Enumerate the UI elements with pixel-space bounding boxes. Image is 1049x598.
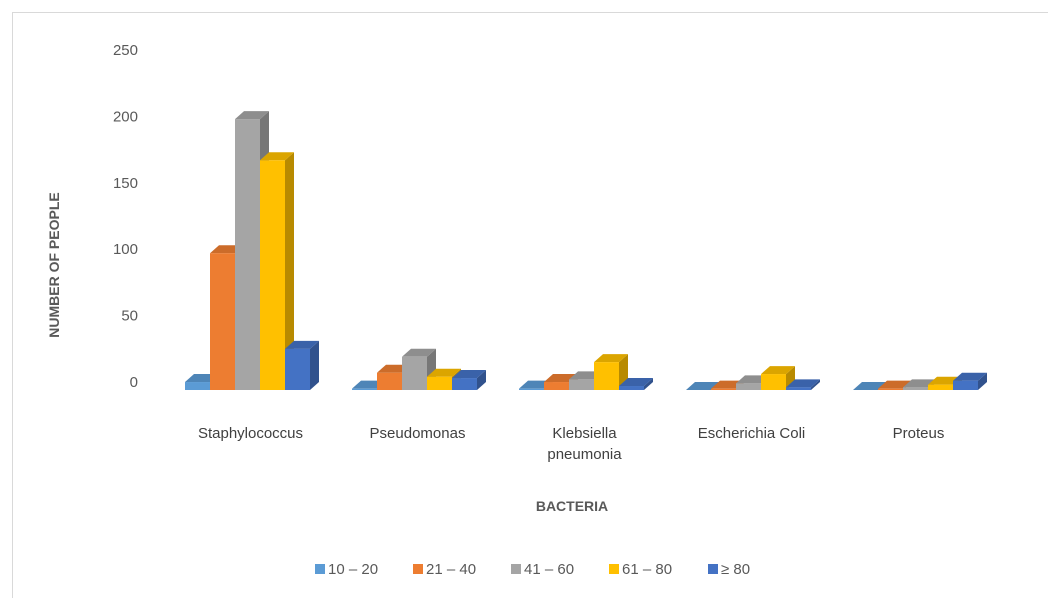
y-tick-label: 0: [130, 374, 138, 391]
bar-top: [594, 354, 628, 363]
chart-frame: [12, 12, 1048, 598]
bar-top: [953, 372, 987, 381]
bar-side: [310, 340, 319, 390]
bar-front: [953, 380, 978, 390]
legend-label: 10 – 20: [328, 561, 378, 578]
bar-side: [285, 152, 294, 390]
bar-front: [402, 356, 427, 390]
bar-top: [619, 378, 653, 387]
bar-front: [878, 388, 903, 390]
category-label: Klebsiella pneumonia: [547, 425, 622, 463]
legend-item: 41 – 60: [511, 561, 574, 578]
bar-front: [260, 160, 285, 390]
bar-top: [452, 370, 486, 379]
bar: [619, 378, 653, 390]
bar-top: [853, 382, 887, 390]
bar: [853, 382, 887, 390]
bar-series: [185, 111, 987, 390]
y-tick-label: 50: [121, 308, 138, 325]
bar-front: [285, 348, 310, 390]
category-label: Pseudomonas: [370, 425, 466, 442]
bar-top: [402, 348, 436, 357]
legend-label: 61 – 80: [622, 561, 672, 578]
bar-front: [594, 362, 619, 390]
category-label: Escherichia Coli: [698, 425, 806, 442]
bar-top: [260, 152, 294, 161]
legend-item: 21 – 40: [413, 561, 476, 578]
bar: [594, 354, 628, 390]
bar-front: [377, 372, 402, 390]
bar-front: [786, 387, 811, 390]
x-axis-categories: Staphylococcus Pseudomonas Klebsiella pneum…: [198, 425, 944, 463]
bar-front: [352, 388, 377, 390]
legend-item: 61 – 80: [609, 561, 672, 578]
bar-front: [235, 119, 260, 390]
y-tick-label: 150: [113, 175, 138, 192]
y-tick-label: 100: [113, 241, 138, 258]
bar-front: [427, 376, 452, 390]
legend-swatch: [413, 564, 423, 574]
bar-front: [519, 388, 544, 390]
y-axis-ticks: 0 50 100 150 200 250: [113, 42, 138, 391]
bar-top: [786, 379, 820, 388]
bar: [786, 379, 820, 390]
x-axis-title: BACTERIA: [536, 498, 608, 514]
bar: [686, 382, 720, 390]
category-label: Proteus: [893, 425, 945, 442]
bar-front: [928, 384, 953, 390]
bar: [452, 370, 486, 390]
bar-side: [644, 378, 653, 390]
bar: [761, 366, 795, 390]
bar: [285, 340, 319, 390]
legend-item: 10 – 20: [315, 561, 378, 578]
y-axis-title: NUMBER OF PEOPLE: [46, 192, 62, 337]
bar-front: [903, 387, 928, 390]
legend-swatch: [315, 564, 325, 574]
bar-side: [978, 372, 987, 390]
legend-swatch: [708, 564, 718, 574]
y-tick-label: 200: [113, 108, 138, 125]
legend-label: ≥ 80: [721, 561, 750, 578]
legend: 10 – 20 21 – 40 41 – 60 61 – 80 ≥ 80: [315, 561, 750, 578]
legend-swatch: [511, 564, 521, 574]
legend-swatch: [609, 564, 619, 574]
bar-front: [761, 374, 786, 390]
legend-label: 41 – 60: [524, 561, 574, 578]
bar-front: [185, 382, 210, 390]
bar-top: [686, 382, 720, 390]
bar-front: [619, 386, 644, 390]
bar-front: [711, 388, 736, 390]
bar-front: [452, 378, 477, 390]
bar-front: [210, 253, 235, 390]
category-label: Staphylococcus: [198, 425, 303, 442]
bar-side: [477, 370, 486, 390]
legend-label: 21 – 40: [426, 561, 476, 578]
y-tick-label: 250: [113, 42, 138, 59]
bar-top: [878, 380, 912, 389]
bar-top: [285, 340, 319, 349]
bar-top: [235, 111, 269, 120]
bar-side: [811, 379, 820, 390]
bar-top: [427, 368, 461, 377]
bar: [260, 152, 294, 390]
bar-front: [544, 382, 569, 390]
bar-side: [786, 366, 795, 390]
legend-item: ≥ 80: [708, 561, 750, 578]
bar: [953, 372, 987, 390]
bar-top: [761, 366, 795, 375]
bar-front: [569, 379, 594, 390]
bar-front: [736, 383, 761, 390]
